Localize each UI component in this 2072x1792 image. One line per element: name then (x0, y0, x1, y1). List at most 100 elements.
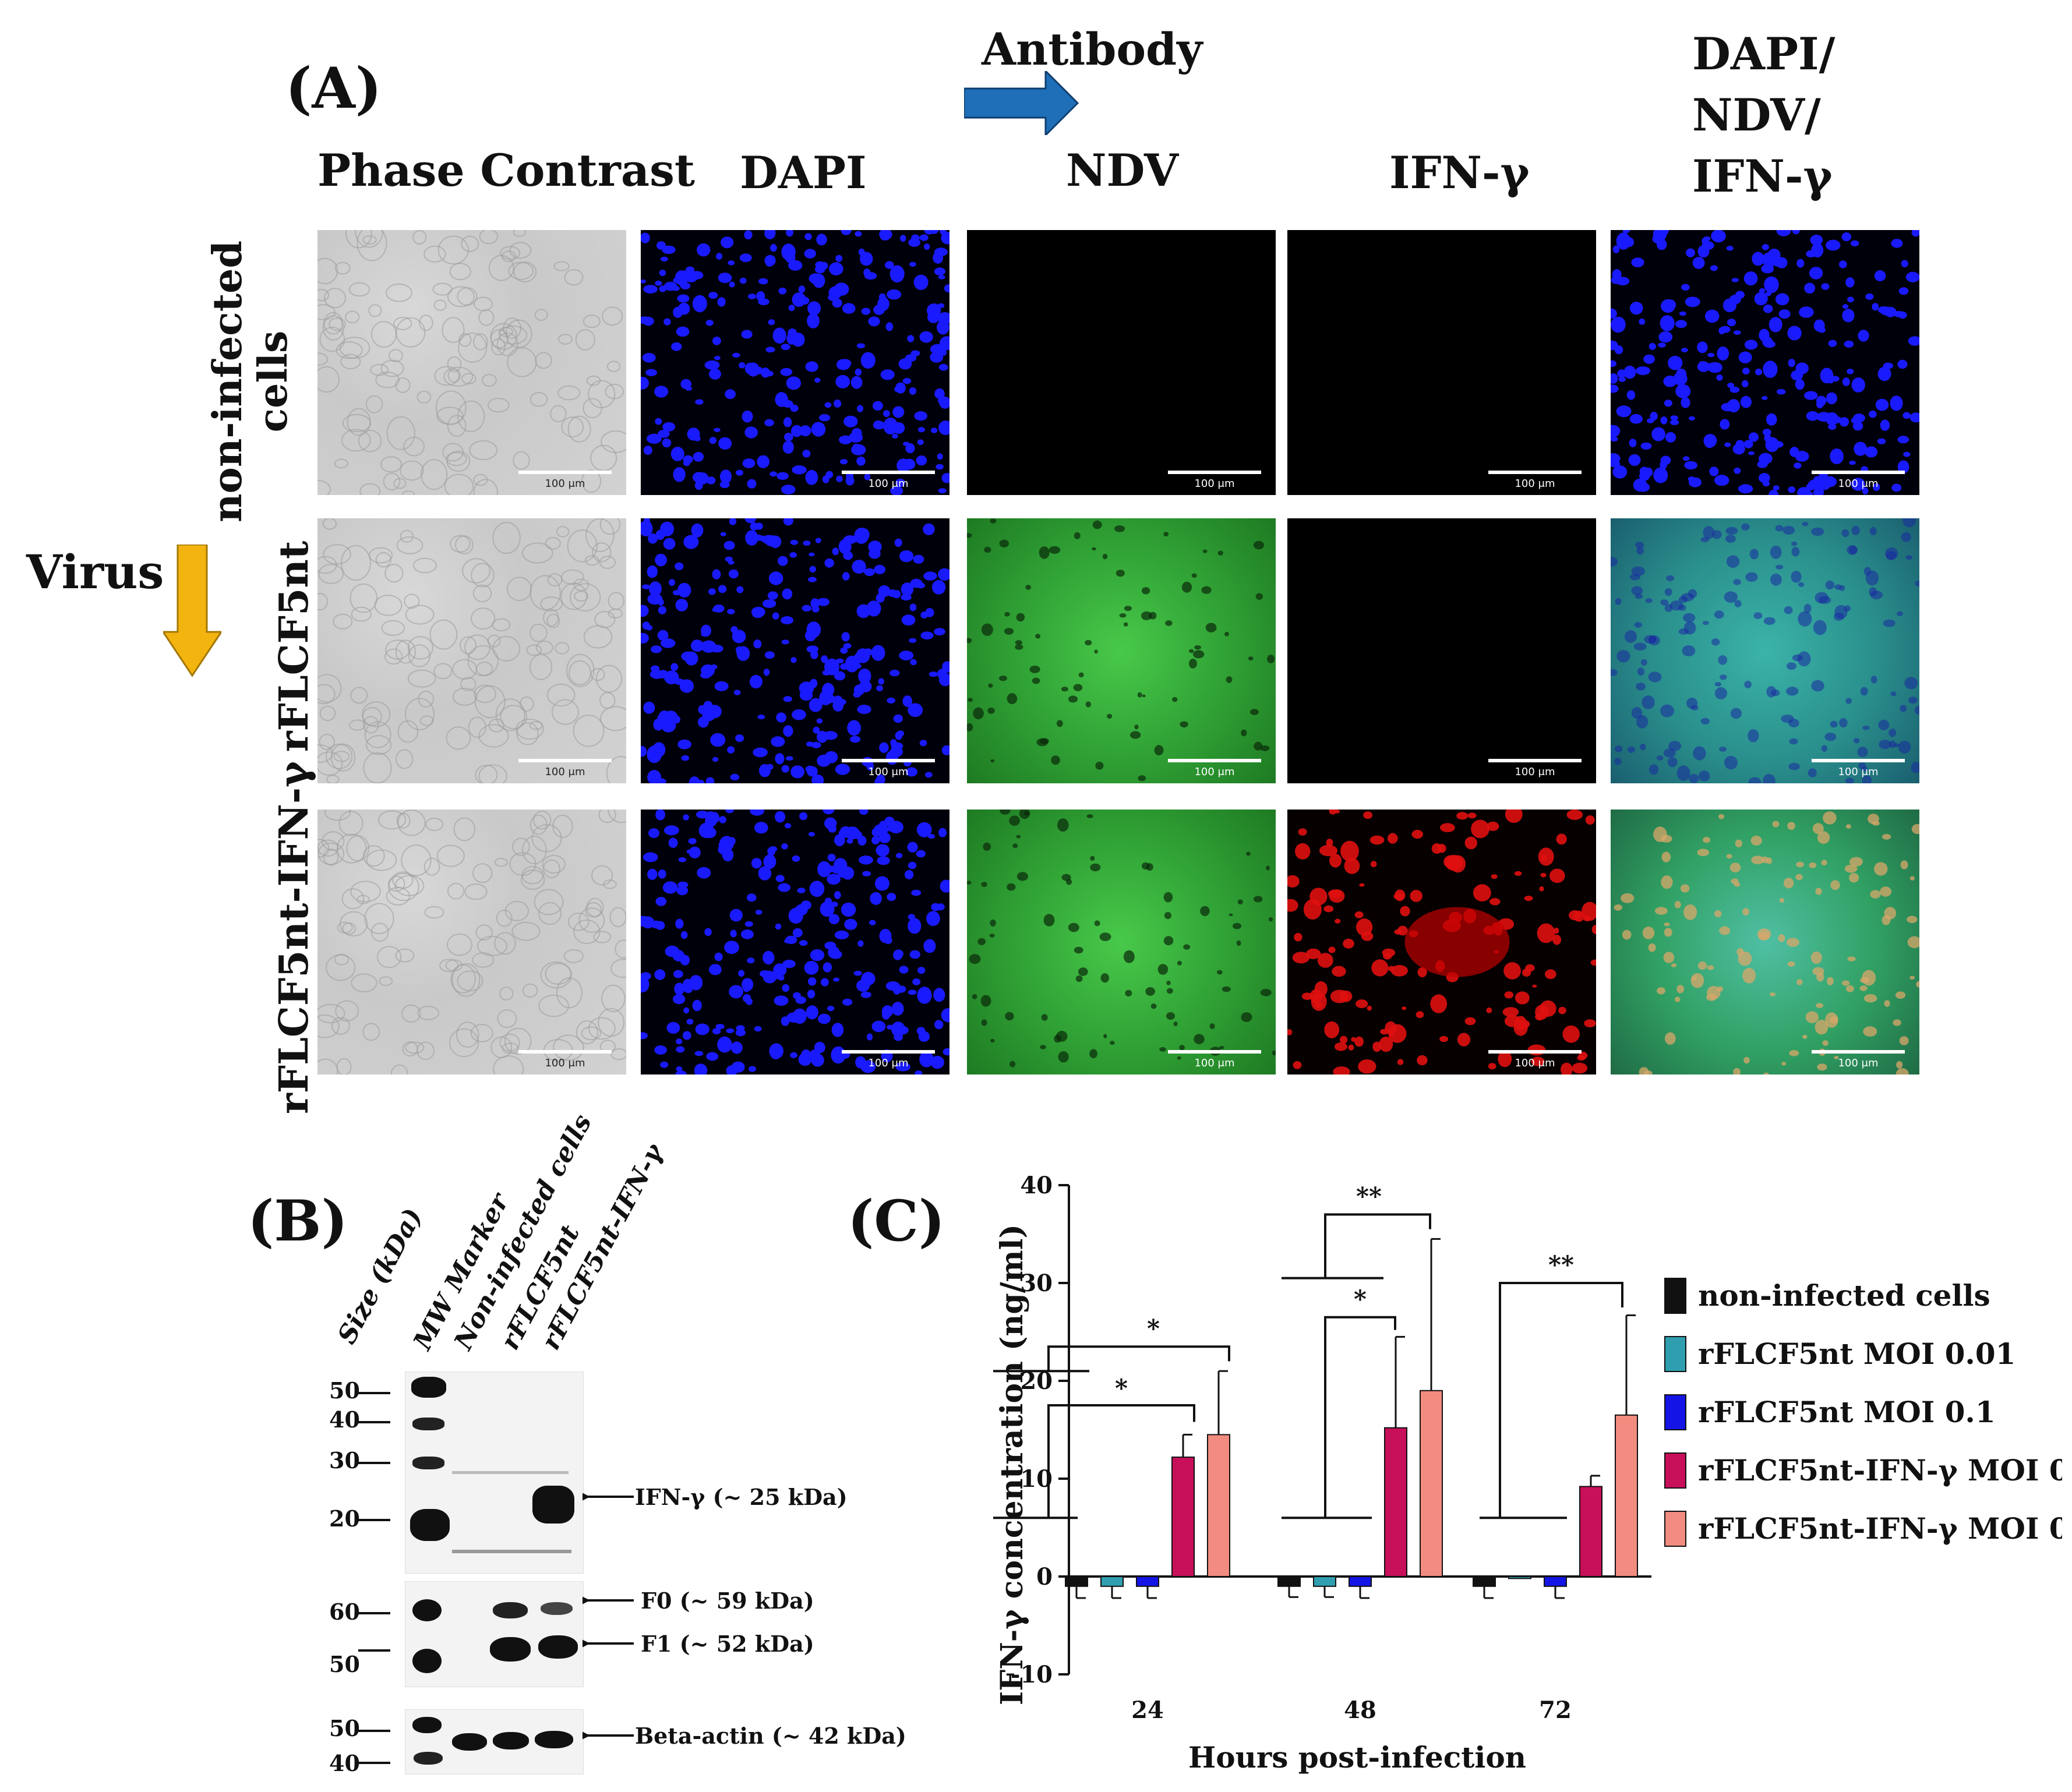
y-tick-label: 30 (1020, 1270, 1053, 1297)
significance-marker: * (1115, 1374, 1128, 1402)
row-heading-non-infected-line-2: cells (250, 330, 296, 433)
scale-bar (842, 1050, 935, 1054)
scale-bar-label: 100 μm (1194, 1057, 1235, 1069)
scale-bar (1168, 471, 1261, 474)
blot1-marker-30: 30 (329, 1447, 360, 1473)
beta-actin-band (452, 1733, 487, 1751)
bar (1277, 1576, 1301, 1587)
legend-label: rFLCF5nt MOI 0.01 (1698, 1337, 2015, 1371)
blot-ifn-gamma (405, 1372, 584, 1574)
blot-beta-actin (405, 1709, 584, 1775)
x-tick-label: 72 (1539, 1696, 1572, 1724)
scale-bar-label: 100 μm (545, 478, 585, 490)
antibody-arrow (964, 71, 1079, 135)
micrograph-texture (317, 518, 626, 783)
significance-marker: * (1147, 1314, 1160, 1342)
marker-band (412, 1457, 444, 1469)
row-heading-non-infected-line-1: non-infected (204, 241, 251, 522)
panel-b-letter: (B) (248, 1188, 348, 1254)
band-label-ifn-gamma: IFN-γ (~ 25 kDa) (635, 1484, 848, 1510)
scale-bar (518, 471, 612, 474)
marker-band (412, 1418, 444, 1430)
scale-bar-label: 100 μm (545, 766, 585, 778)
scale-bar (1488, 759, 1582, 762)
scale-bar (1168, 759, 1261, 762)
blot3-marker-50: 50 (329, 1715, 360, 1741)
micrograph-dapi: 100 μm (641, 518, 949, 783)
micrograph-dapi: 100 μm (641, 230, 949, 495)
bar (1579, 1486, 1602, 1577)
scale-bar-label: 100 μm (545, 1057, 585, 1069)
beta-actin-band (535, 1731, 573, 1748)
bar (1207, 1434, 1230, 1577)
micrograph-phase: 100 μm (317, 230, 626, 495)
micrograph-texture (641, 230, 949, 495)
micrograph-texture (317, 230, 626, 495)
ifn-gamma-band (532, 1486, 574, 1524)
bar (1100, 1576, 1124, 1587)
row-heading-non-infected: non-infected cells (204, 241, 296, 522)
scale-bar-label: 100 μm (1838, 766, 1879, 778)
micrograph-texture (641, 810, 949, 1075)
scale-bar-label: 100 μm (1838, 1057, 1879, 1069)
blot3-marker-40: 40 (329, 1750, 360, 1776)
blot1-marker-50: 50 (329, 1377, 360, 1404)
legend-swatch (1664, 1452, 1686, 1489)
scale-bar-label: 100 μm (1515, 478, 1555, 490)
row-heading-rflcf5nt: rFLCF5nt (271, 540, 317, 752)
x-tick-label: 24 (1131, 1696, 1164, 1724)
legend-label: rFLCF5nt MOI 0.1 (1698, 1395, 1996, 1429)
virus-label: Virus (26, 545, 164, 599)
micrograph-phase: 100 μm (317, 810, 626, 1075)
legend-swatch (1664, 1511, 1686, 1547)
legend-label: non-infected cells (1698, 1278, 1990, 1313)
panel-a-letter: (A) (285, 55, 382, 121)
scale-bar-label: 100 μm (1194, 766, 1235, 778)
scale-bar-label: 100 μm (868, 766, 909, 778)
significance-bracket (1499, 1282, 1623, 1518)
scale-bar (1812, 759, 1905, 762)
scale-bar (1168, 1050, 1261, 1054)
blot-f-protein (405, 1581, 584, 1687)
merge-heading-line-3: IFN-γ (1692, 150, 1833, 202)
antibody-label: Antibody (982, 23, 1203, 75)
scale-bar (1812, 1050, 1905, 1054)
scale-bar-label: 100 μm (868, 1057, 909, 1069)
column-heading-dapi: DAPI (740, 147, 867, 199)
panel-c-letter: (C) (848, 1188, 945, 1254)
scale-bar (842, 471, 935, 474)
f0-band (493, 1602, 528, 1618)
micrograph-black: 100 μm (1287, 518, 1596, 783)
micrograph-black: 100 μm (967, 230, 1276, 495)
legend-swatch (1664, 1336, 1686, 1372)
marker-band (410, 1509, 450, 1541)
micrograph-dapi: 100 μm (1611, 230, 1919, 495)
blot1-marker-20: 20 (329, 1505, 360, 1532)
bar (1313, 1576, 1336, 1587)
marker-band (411, 1377, 446, 1398)
scale-bar (842, 759, 935, 762)
y-tick-label: 0 (1036, 1563, 1053, 1590)
scale-bar (518, 759, 612, 762)
ifn-gamma-bar-chart: IFN-γ concentration (ng/ml) Hours post-i… (993, 1172, 2062, 1775)
legend-swatch (1664, 1394, 1686, 1430)
significance-bracket (1324, 1316, 1396, 1518)
scale-bar (1488, 471, 1582, 474)
marker-band (414, 1752, 443, 1765)
row-heading-rflcf5nt-ifn-gamma: rFLCF5nt-IFN-γ (271, 761, 317, 1115)
significance-marker: ** (1548, 1250, 1574, 1279)
micrograph-merge: 100 μm (1611, 810, 1919, 1075)
y-tick-label: -10 (1011, 1661, 1053, 1688)
bar (1349, 1576, 1372, 1587)
bar (1136, 1576, 1159, 1587)
significance-marker: * (1354, 1285, 1367, 1313)
y-axis-title: IFN-γ concentration (ng/ml) (994, 1224, 1030, 1705)
micrograph-texture (967, 810, 1276, 1068)
band-label-f1: F1 (~ 52 kDa) (641, 1631, 814, 1657)
micrograph-green: 100 μm (967, 810, 1276, 1075)
micrograph-black: 100 μm (1287, 230, 1596, 495)
bar (1615, 1414, 1638, 1577)
faint-band (452, 1550, 571, 1553)
faint-band (452, 1471, 569, 1474)
marker-band (412, 1717, 442, 1733)
